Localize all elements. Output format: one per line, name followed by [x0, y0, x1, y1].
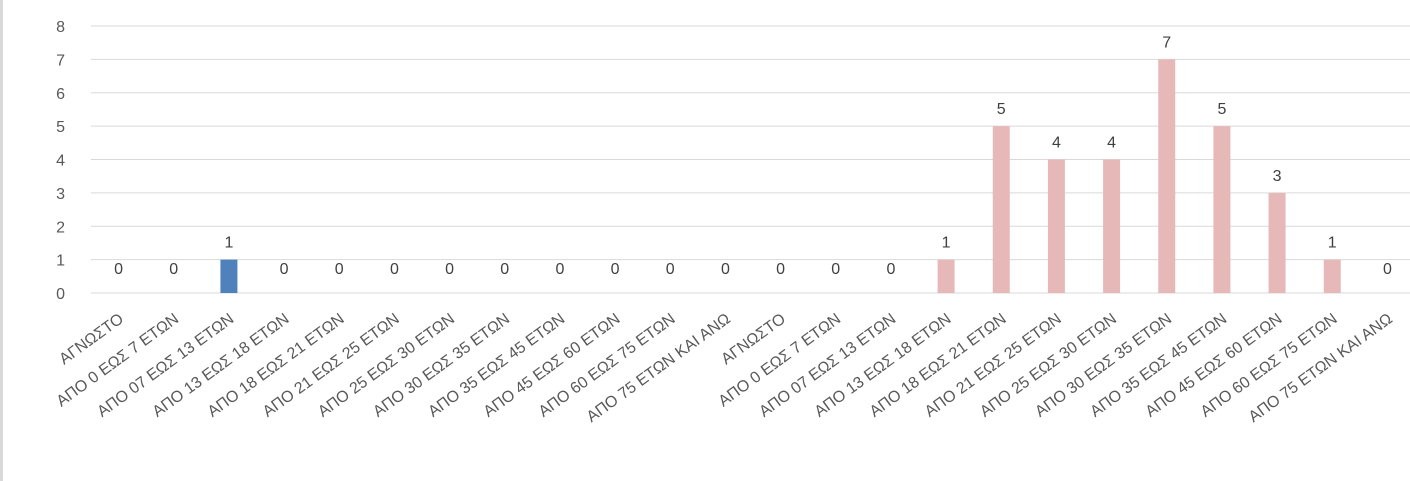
y-tick-label: 2 — [56, 219, 65, 236]
data-label: 0 — [776, 261, 785, 278]
data-label: 0 — [886, 261, 895, 278]
bar-23 — [1323, 259, 1341, 293]
y-tick-label: 6 — [56, 86, 65, 103]
data-label: 0 — [555, 261, 564, 278]
y-tick-label: 4 — [56, 153, 65, 170]
data-label: 0 — [831, 261, 840, 278]
data-label: 0 — [611, 261, 620, 278]
bar-16 — [937, 259, 955, 293]
data-label: 0 — [1383, 261, 1392, 278]
bar-20 — [1158, 59, 1176, 293]
y-tick-label: 1 — [56, 253, 65, 270]
data-label: 0 — [721, 261, 730, 278]
data-label: 4 — [1052, 135, 1061, 152]
data-label: 1 — [224, 235, 233, 252]
data-label: 3 — [1273, 168, 1282, 185]
bar-17 — [992, 126, 1010, 293]
y-tick-label: 7 — [56, 52, 65, 69]
data-label: 0 — [114, 261, 123, 278]
data-label: 0 — [500, 261, 509, 278]
bar-22 — [1268, 192, 1286, 293]
data-label: 1 — [942, 235, 951, 252]
data-label: 0 — [445, 261, 454, 278]
bar-3 — [220, 259, 238, 293]
data-label: 0 — [666, 261, 675, 278]
data-label: 7 — [1162, 34, 1171, 51]
y-tick-label: 3 — [56, 186, 65, 203]
y-tick-label: 8 — [56, 19, 65, 36]
bar-19 — [1103, 159, 1121, 293]
data-label: 1 — [1328, 235, 1337, 252]
data-label: 4 — [1107, 135, 1116, 152]
data-label: 5 — [1217, 101, 1226, 118]
bar-21 — [1213, 126, 1231, 293]
data-label: 0 — [169, 261, 178, 278]
data-label: 0 — [335, 261, 344, 278]
bar-18 — [1047, 159, 1065, 293]
y-tick-label: 5 — [56, 119, 65, 136]
data-label: 0 — [280, 261, 289, 278]
data-label: 5 — [997, 101, 1006, 118]
y-tick-label: 0 — [56, 286, 65, 303]
data-label: 0 — [390, 261, 399, 278]
